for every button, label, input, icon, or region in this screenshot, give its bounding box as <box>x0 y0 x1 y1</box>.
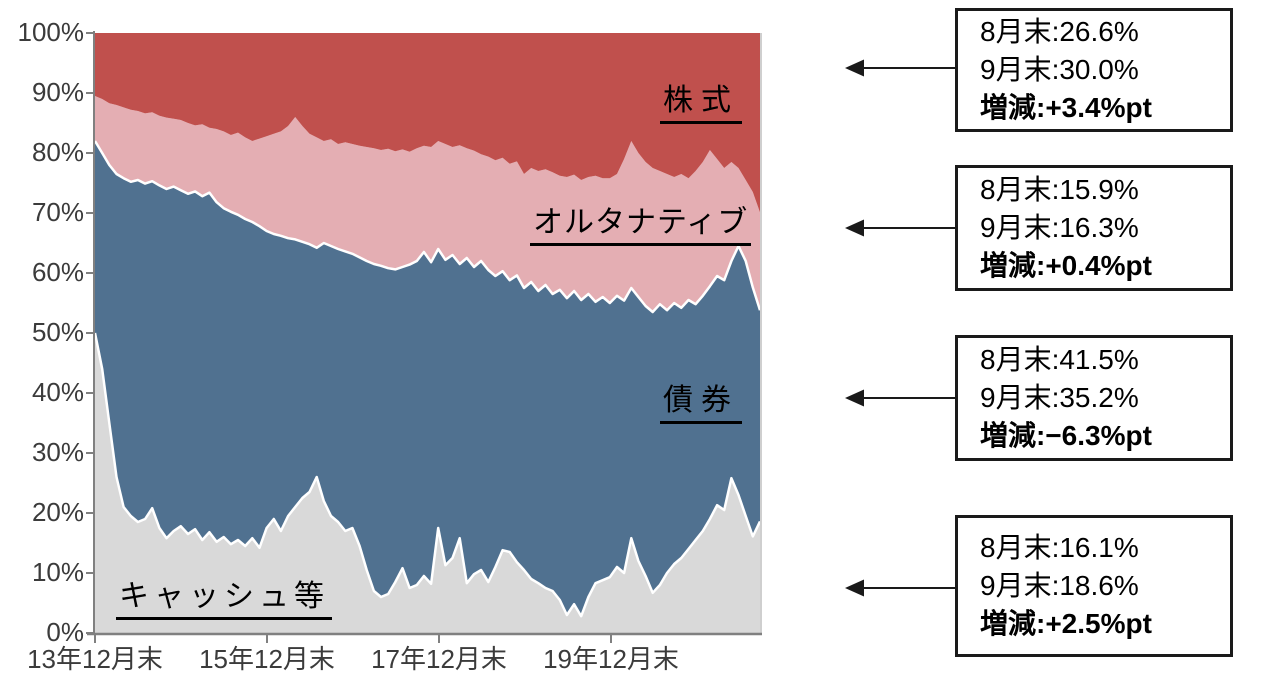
y-axis-tick-label: 50% <box>31 317 84 347</box>
annotation-line-change: 増減:−6.3%pt <box>980 420 1152 451</box>
boundary-bonds-top <box>93 140 762 314</box>
area-cash <box>95 333 760 633</box>
annotation-line: 9月末:16.3% <box>980 212 1139 243</box>
annotation-box-alternatives: 8月末:15.9% 9月末:16.3% 増減:+0.4%pt <box>955 165 1233 291</box>
y-axis-tick-label: 100% <box>17 17 85 47</box>
annotation-box-stocks: 8月末:26.6% 9月末:30.0% 増減:+3.4%pt <box>955 8 1233 132</box>
x-axis-tick-label: 17年12月末 <box>371 644 507 674</box>
area-bonds <box>95 141 760 617</box>
annotation-line-change: 増減:+2.5%pt <box>980 608 1152 639</box>
annotation-line: 9月末:35.2% <box>980 382 1139 413</box>
y-axis-tick-label: 30% <box>31 437 84 467</box>
area-stocks <box>95 33 760 213</box>
series-label-stocks: 株式 <box>660 84 742 124</box>
annotation-arrow-head-icon <box>845 59 864 77</box>
x-axis-tick-label: 19年12月末 <box>543 644 679 674</box>
annotation-line-change: 増減:+0.4%pt <box>980 250 1152 281</box>
annotation-arrow-head-icon <box>845 219 864 237</box>
x-axis-tick-label: 15年12月末 <box>199 644 335 674</box>
annotation-line: 9月末:30.0% <box>980 54 1139 85</box>
annotation-line: 8月末:15.9% <box>980 174 1139 205</box>
annotation-box-cash: 8月末:16.1% 9月末:18.6% 増減:+2.5%pt <box>955 515 1233 657</box>
x-axis-tick-label: 13年12月末 <box>27 644 163 674</box>
series-label-cash: キャッシュ等 <box>116 580 332 620</box>
series-label-alternatives: オルタナティブ <box>530 206 752 246</box>
y-axis-tick-label: 60% <box>31 257 84 287</box>
annotation-line: 8月末:26.6% <box>980 16 1139 47</box>
area-alternatives <box>95 96 760 312</box>
annotation-line: 8月末:41.5% <box>980 344 1139 375</box>
boundary-cash-top <box>93 332 762 618</box>
annotation-line: 8月末:16.1% <box>980 532 1139 563</box>
y-axis-tick-label: 90% <box>31 77 84 107</box>
annotation-arrow-head-icon <box>845 579 864 597</box>
y-axis-tick-label: 10% <box>31 557 84 587</box>
series-label-bonds: 債券 <box>660 384 742 424</box>
annotation-line-change: 増減:+3.4%pt <box>980 92 1152 123</box>
y-axis-tick-label: 80% <box>31 137 84 167</box>
annotation-arrow-head-icon <box>845 389 864 407</box>
y-axis-tick-label: 20% <box>31 497 84 527</box>
y-axis-tick-label: 0% <box>46 617 84 647</box>
y-axis-tick-label: 40% <box>31 377 84 407</box>
annotation-line: 9月末:18.6% <box>980 570 1139 601</box>
annotation-box-bonds: 8月末:41.5% 9月末:35.2% 増減:−6.3%pt <box>955 335 1233 461</box>
y-axis-tick-label: 70% <box>31 197 84 227</box>
